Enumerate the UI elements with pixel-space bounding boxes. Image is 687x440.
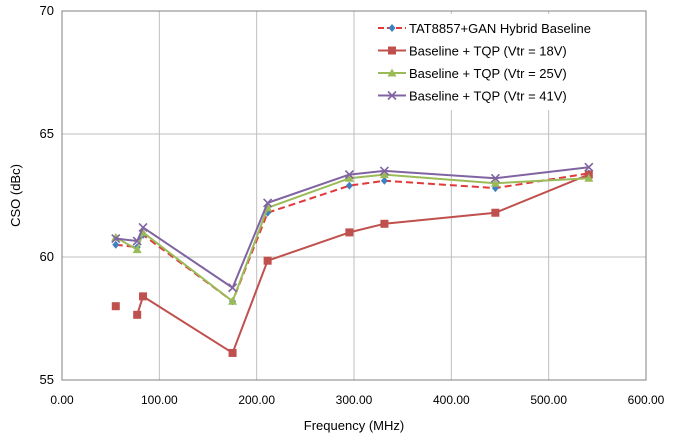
data-point	[263, 198, 273, 208]
y-axis-ticks: 55 60 65 70	[40, 3, 54, 387]
data-point	[111, 233, 121, 244]
data-point	[380, 176, 388, 185]
data-point	[132, 245, 142, 254]
x-tick-label: 0.00	[50, 393, 74, 407]
data-point	[345, 228, 354, 237]
legend-label: Baseline + TQP (Vtr = 25V)	[409, 66, 567, 81]
x-axis-label: Frequency (MHz)	[304, 418, 404, 433]
data-point	[263, 256, 272, 265]
data-point	[584, 162, 594, 172]
data-point	[345, 181, 353, 190]
y-tick-label: 65	[40, 126, 54, 141]
data-point	[490, 173, 500, 183]
legend-marker	[388, 24, 396, 32]
data-point	[379, 166, 389, 176]
x-tick-label: 100.00	[141, 393, 178, 407]
x-axis-ticks: 0.00 100.00 200.00 300.00 400.00 500.00 600.00	[50, 393, 664, 407]
x-tick-label: 600.00	[628, 393, 665, 407]
y-axis-label: CSO (dBc)	[8, 164, 23, 227]
plot-area	[61, 10, 647, 381]
series-line	[136, 173, 590, 354]
legend-marker	[388, 46, 396, 55]
data-point	[379, 170, 389, 179]
data-point	[228, 296, 238, 305]
series-1	[112, 169, 593, 306]
x-tick-label: 300.00	[336, 393, 373, 407]
data-point	[138, 222, 148, 233]
data-point	[133, 310, 142, 319]
data-point	[584, 173, 594, 182]
series-line	[115, 173, 589, 303]
data-point	[344, 170, 354, 180]
data-point	[490, 178, 500, 187]
data-point	[344, 173, 354, 182]
series-line	[115, 172, 589, 303]
data-point	[380, 219, 389, 228]
legend-label: Baseline + TQP (Vtr = 41V)	[409, 89, 567, 104]
data-point	[112, 240, 120, 249]
x-tick-label: 200.00	[238, 393, 275, 407]
y-tick-label: 55	[40, 372, 54, 387]
series-layer	[111, 162, 594, 357]
legend: TAT8857+GAN Hybrid Baseline Baseline + TQ…	[368, 14, 640, 110]
data-point	[139, 292, 148, 301]
legend-marker	[387, 90, 397, 101]
series-3	[111, 170, 594, 305]
legend-marker	[387, 68, 397, 77]
data-point	[111, 302, 120, 311]
y-tick-label: 70	[40, 3, 54, 18]
data-point	[132, 236, 142, 246]
data-point	[491, 208, 500, 217]
legend-label: TAT8857+GAN Hybrid Baseline	[409, 21, 591, 36]
legend-label: Baseline + TQP (Vtr = 18V)	[409, 44, 567, 59]
data-point	[228, 348, 237, 357]
data-point	[228, 283, 238, 293]
x-tick-label: 400.00	[433, 393, 470, 407]
y-tick-label: 60	[40, 249, 54, 264]
legend-box	[368, 14, 640, 110]
series-4	[111, 162, 594, 293]
x-tick-label: 500.00	[530, 393, 567, 407]
